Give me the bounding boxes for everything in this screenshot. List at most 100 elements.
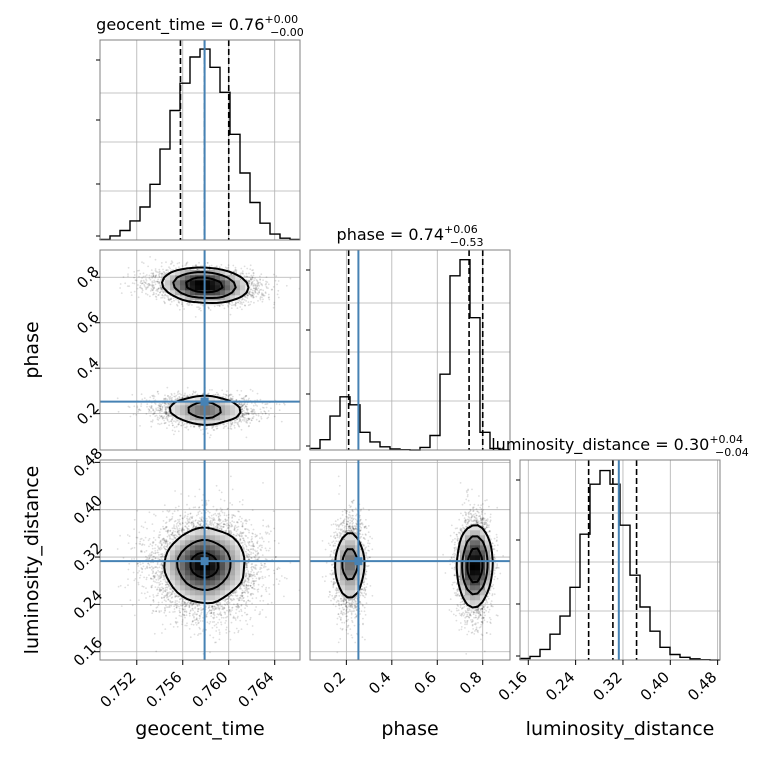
scatter-point [142,275,145,278]
scatter-point [140,405,143,407]
scatter-point [229,313,232,316]
scatter-point [160,422,163,425]
histogram-step [99,48,300,241]
scatter-point [186,425,188,428]
scatter-point [253,279,256,282]
scatter-point [245,272,248,275]
scatter-point [241,410,244,413]
scatter-point [161,410,163,413]
scatter-point [177,423,180,425]
scatter-point [157,409,160,412]
scatter-point [235,301,237,304]
scatter-point [248,397,250,400]
scatter-point [256,392,259,395]
scatter-point [227,395,230,397]
scatter-point [247,425,250,428]
scatter-point [165,261,167,264]
scatter-point [209,309,212,311]
scatter-point [237,301,240,304]
scatter-point [141,398,144,401]
scatter-point [231,397,234,400]
scatter-point [173,420,175,423]
scatter-point [240,420,243,423]
scatter-point [267,287,269,289]
scatter-point [173,392,176,395]
scatter-point [166,398,169,401]
scatter-point [289,277,292,280]
scatter-point [265,287,268,289]
title-phase: phase = 0.74+0.06 −0.53 [337,223,484,249]
scatter-point [124,282,127,285]
scatter-point [160,297,163,299]
scatter-point [241,408,244,411]
scatter-point [272,273,275,276]
scatter-point [133,274,136,276]
scatter-point [152,288,155,291]
scatter-point [140,280,142,283]
scatter-point [137,410,140,413]
scatter-point [270,407,272,410]
scatter-point [260,273,263,276]
scatter-point [198,308,201,311]
scatter-point [176,398,179,400]
scatter-point [243,265,246,268]
scatter-point [141,261,143,264]
scatter-point [220,263,223,266]
scatter-point [152,273,155,276]
scatter-point [141,277,144,279]
scatter-point [222,427,225,429]
scatter-point [137,269,139,272]
scatter-point [254,289,256,292]
scatter-point [172,297,175,300]
scatter-point [227,264,230,266]
scatter-point [152,395,154,398]
scatter-point [172,416,175,418]
scatter-point [252,295,255,298]
scatter-point [173,299,175,302]
scatter-point [132,413,135,416]
scatter-point [150,420,152,423]
scatter-point [173,264,175,267]
scatter-point [258,285,261,287]
scatter-point [216,425,219,428]
panel-title-plus: +0.00 [264,13,298,26]
scatter-point [184,264,187,267]
scatter-point [152,413,154,416]
scatter-point [276,293,279,296]
scatter-point [150,425,153,428]
scatter-point [140,279,143,282]
scatter-point [160,404,163,406]
scatter-point [223,425,226,428]
scatter-point [250,284,253,286]
scatter-point [145,413,148,415]
scatter-point [120,292,123,294]
scatter-point [146,293,149,296]
scatter-point [156,391,159,393]
histogram-step [519,469,720,661]
scatter-point [173,426,176,429]
panel-title: geocent_time = 0.76+0.00 −0.00 [96,13,304,39]
scatter-point [131,393,134,396]
scatter-point [244,304,246,307]
scatter-point [247,412,250,415]
scatter-point [254,404,257,406]
scatter-point [131,282,134,284]
scatter-point [149,415,152,417]
scatter-point [239,419,241,422]
scatter-point [186,386,189,389]
scatter-point [263,410,266,412]
scatter-point [254,284,256,287]
scatter-point [260,411,262,413]
scatter-point [266,402,269,405]
scatter-point [174,430,177,433]
scatter-point [165,407,167,409]
panel-frame [99,39,301,241]
scatter-point [172,424,174,427]
scatter-point [158,414,161,417]
scatter-point [241,308,243,311]
scatter-point [183,308,186,310]
scatter-point [208,389,211,391]
scatter-point [285,284,288,287]
scatter-point [151,394,154,397]
scatter-point [163,415,166,418]
